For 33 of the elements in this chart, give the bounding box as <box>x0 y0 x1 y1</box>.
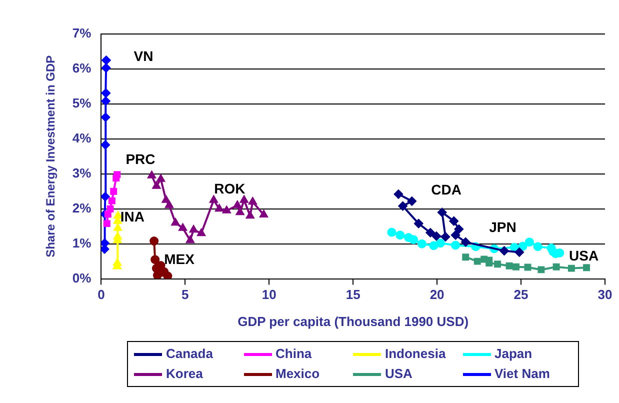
x-axis-title: GDP per capita (Thousand 1990 USD) <box>238 314 469 329</box>
legend-label: China <box>276 345 312 363</box>
legend-label: Indonesia <box>385 345 446 363</box>
legend-label: Mexico <box>276 365 320 383</box>
legend-label: Viet Nam <box>494 365 550 383</box>
x-tick-label: 25 <box>514 287 528 302</box>
annotation: USA <box>569 248 599 264</box>
annotation: VN <box>134 48 154 64</box>
y-tick-label: 5% <box>72 96 92 111</box>
annotation: MEX <box>164 250 196 267</box>
legend-label: Korea <box>166 365 203 383</box>
annotation: INA <box>120 208 144 225</box>
x-tick-label: 15 <box>346 287 360 302</box>
legend-label: USA <box>385 365 412 383</box>
y-tick-label: 7% <box>72 26 92 41</box>
y-tick-label: 3% <box>72 165 92 180</box>
x-tick-label: 0 <box>98 287 105 302</box>
y-axis-title: Share of Energy Investment in GDP <box>44 55 58 258</box>
x-tick-label: 10 <box>262 287 276 302</box>
annotation: PRC <box>126 150 156 167</box>
x-tick-label: 20 <box>430 287 444 302</box>
x-tick-label: 5 <box>182 287 189 302</box>
y-tick-label: 6% <box>72 60 92 76</box>
annotation: CDA <box>431 181 462 198</box>
legend-label: Canada <box>166 345 213 363</box>
x-tick-label: 30 <box>598 287 612 302</box>
annotation: JPN <box>489 219 516 236</box>
legend-label: Japan <box>494 345 532 363</box>
annotation: ROK <box>214 180 246 196</box>
y-tick-label: 1% <box>72 235 92 250</box>
y-tick-label: 2% <box>72 200 92 216</box>
y-tick-label: 4% <box>72 130 92 146</box>
y-tick-label: 0% <box>72 270 92 286</box>
